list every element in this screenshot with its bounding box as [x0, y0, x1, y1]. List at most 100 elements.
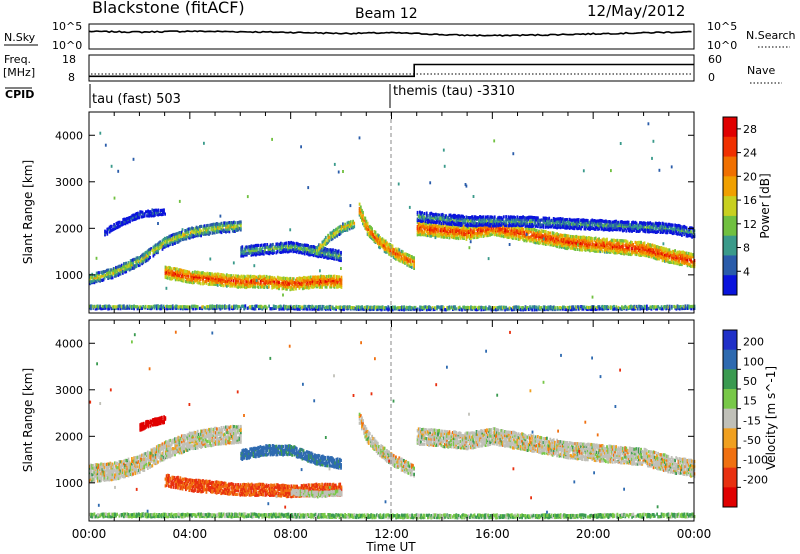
scatter-cell — [172, 232, 175, 237]
scatter-cell — [244, 283, 246, 287]
scatter-cell — [597, 243, 599, 247]
scatter-cell — [652, 244, 655, 248]
scatter-cell — [380, 240, 383, 244]
scatter-cell — [485, 226, 488, 230]
scatter-cell — [228, 223, 231, 227]
scatter-cell — [110, 274, 113, 278]
scatter-cell — [593, 243, 596, 247]
scatter-cell — [89, 277, 91, 281]
scatter-cell — [257, 285, 260, 289]
scatter-cell — [605, 240, 607, 244]
scatter-cell — [538, 241, 540, 245]
scatter-cell — [337, 252, 340, 256]
scatter-cell — [142, 261, 145, 265]
scatter-cell — [229, 276, 232, 280]
scatter-cell — [242, 274, 245, 278]
scatter-cell — [519, 231, 522, 235]
scatter-cell — [182, 232, 184, 236]
scatter-cell — [318, 248, 320, 252]
scatter-cell — [623, 239, 625, 243]
scatter-cell — [344, 222, 346, 226]
scatter-cell — [290, 285, 293, 289]
scatter-cell — [431, 228, 434, 232]
scatter-cell — [287, 243, 290, 247]
scatter-cell — [227, 283, 229, 287]
scatter-cell — [348, 224, 351, 228]
scatter-cell — [568, 237, 571, 241]
scatter-cell — [288, 279, 291, 283]
scatter-cell — [192, 229, 194, 233]
scatter-cell — [567, 246, 570, 250]
scatter-cell — [318, 281, 321, 285]
scatter-cell — [327, 256, 330, 260]
scatter-cell — [107, 271, 109, 275]
scatter-cell — [339, 281, 342, 285]
scatter-cell — [526, 238, 529, 242]
scatter-cell — [430, 211, 433, 215]
scatter-cell — [276, 282, 279, 286]
scatter-cell — [661, 249, 664, 253]
scatter-cell — [434, 217, 437, 221]
scatter-cell — [321, 240, 324, 244]
scatter-cell — [279, 284, 281, 288]
scatter-cell — [340, 275, 343, 279]
scatter-cell — [286, 287, 288, 291]
scatter-cell — [458, 230, 461, 234]
scatter-cell — [568, 240, 571, 244]
scatter-cell — [640, 240, 642, 244]
scatter-cell — [598, 245, 600, 249]
scatter-cell — [191, 278, 194, 282]
scatter-cell — [654, 245, 657, 249]
scatter-cell — [290, 240, 292, 245]
scatter-cell — [197, 281, 200, 285]
scatter-cell — [644, 251, 647, 256]
scatter-cell — [212, 276, 215, 280]
scatter-cell — [462, 228, 464, 232]
scatter-cell — [129, 264, 132, 268]
scatter-cell — [179, 271, 182, 275]
scatter-cell — [408, 258, 411, 262]
scatter-cell — [303, 277, 305, 282]
scatter-cell — [180, 232, 183, 236]
scatter-cell — [326, 256, 329, 260]
scatter-cell — [661, 251, 664, 255]
scatter-cell — [685, 253, 688, 257]
scatter-cell — [287, 283, 289, 287]
scatter-cell — [329, 252, 332, 256]
scatter-cell — [273, 276, 276, 280]
scatter-cell — [263, 281, 266, 285]
scatter-cell — [174, 235, 176, 239]
scatter-cell — [513, 226, 515, 230]
scatter-cell — [620, 249, 623, 253]
scatter-cell — [210, 225, 213, 229]
scatter-cell — [506, 229, 509, 233]
scatter-cell — [666, 258, 669, 262]
scatter-cell — [687, 254, 690, 258]
scatter-cell — [557, 241, 560, 245]
scatter-cell — [230, 276, 233, 280]
scatter-cell — [191, 235, 193, 239]
scatter-cell — [601, 249, 604, 253]
scatter-cell — [626, 240, 629, 244]
nsky-panel: N.Sky 10^5 10^0 10^5 10^0 N.Search — [4, 20, 796, 52]
scatter-cell — [275, 242, 278, 246]
scatter-cell — [204, 275, 207, 279]
scatter-cell — [267, 283, 270, 287]
freq-tick-top: 18 — [62, 53, 76, 66]
scatter-cell — [233, 223, 235, 227]
scatter-cell — [299, 243, 301, 247]
scatter-cell — [166, 242, 168, 246]
scatter-cell — [276, 250, 279, 254]
scatter-cell — [203, 224, 206, 228]
scatter-cell — [645, 254, 648, 258]
scatter-cell — [631, 242, 633, 246]
scatter-cell — [424, 221, 427, 225]
scatter-cell — [495, 232, 497, 236]
scatter-cell — [674, 253, 676, 257]
scatter-cell — [527, 229, 530, 233]
scatter-cell — [448, 218, 451, 222]
scatter-cell — [133, 257, 135, 261]
scatter-cell — [660, 248, 663, 252]
scatter-cell — [544, 232, 547, 236]
scatter-cell — [158, 243, 160, 247]
